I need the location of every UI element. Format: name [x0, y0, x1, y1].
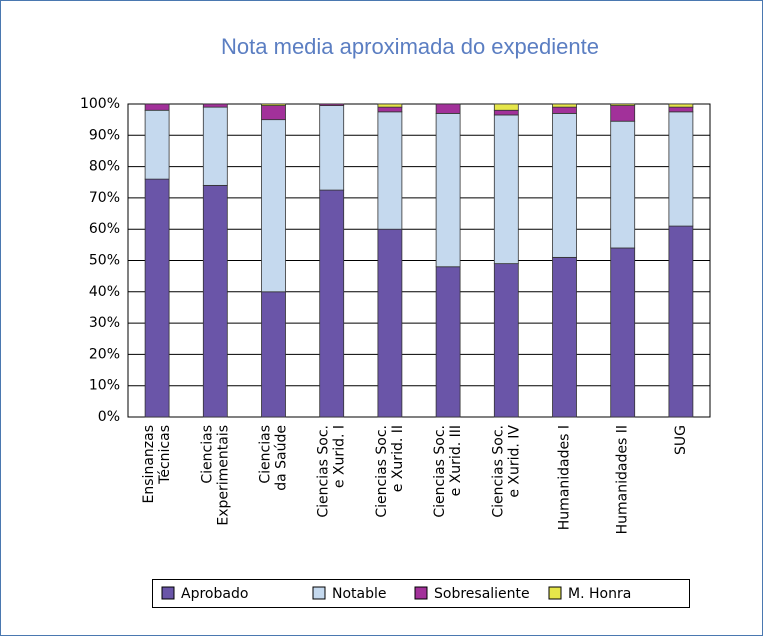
y-tick-label: 30%: [89, 315, 120, 331]
bar-segment: [552, 103, 577, 108]
bar-segment: [552, 106, 577, 114]
x-tick-label: EnsinanzasTécnicas: [141, 425, 173, 503]
x-tick-label: Ciencias Soc.e Xurid. IV: [490, 425, 522, 518]
x-tick-label: Ciencias Soc.e Xurid. I: [316, 425, 348, 518]
bar-segment: [319, 103, 345, 106]
bar-segment: [377, 111, 403, 230]
y-tick-label: 70%: [89, 190, 120, 206]
y-tick-label: 100%: [80, 96, 120, 112]
legend-swatch: [161, 586, 175, 600]
bar-segment: [261, 119, 286, 293]
legend-swatch: [548, 586, 562, 600]
bar-segment: [202, 103, 228, 108]
legend-label: M. Honra: [568, 586, 631, 602]
x-tick-label: Cienciasda Saúde: [258, 425, 290, 491]
bar-segment: [610, 105, 636, 122]
x-tick-label: CienciasExperimentais: [199, 425, 231, 526]
bar-segment: [261, 105, 286, 121]
bar-segment: [144, 103, 170, 111]
legend-swatch: [312, 586, 326, 600]
bar-segment: [552, 112, 577, 258]
plot-frame: [127, 103, 711, 418]
chart-title: Nota media aproximada do expediente: [221, 34, 599, 59]
bar-segment: [261, 103, 286, 106]
legend-swatch: [414, 586, 428, 600]
bar-segment: [435, 103, 461, 114]
y-tick-label: 10%: [89, 378, 120, 394]
y-tick-label: 90%: [89, 127, 120, 143]
bar-segment: [435, 266, 461, 418]
legend-label: Notable: [332, 586, 387, 602]
y-tick-label: 40%: [89, 284, 120, 300]
bar-segment: [552, 256, 577, 418]
legend-label: Aprobado: [181, 586, 248, 602]
bar-segment: [610, 103, 636, 106]
x-tick-label: Ciencias Soc.e Xurid. III: [432, 425, 464, 518]
bar-segment: [377, 228, 403, 418]
bar-segment: [610, 120, 636, 249]
bar-segment: [202, 106, 228, 186]
bar-segment: [144, 109, 170, 180]
x-tick-label: Ciencias Soc.e Xurid. II: [374, 425, 406, 518]
y-tick-label: 80%: [89, 159, 120, 175]
y-tick-label: 0%: [98, 409, 120, 425]
legend-label: Sobresaliente: [434, 586, 530, 602]
bar-segment: [377, 106, 403, 113]
y-tick-label: 20%: [89, 346, 120, 362]
bar-segment: [493, 103, 519, 111]
x-tick-label: Humanidades I: [557, 425, 573, 530]
y-tick-label: 60%: [89, 221, 120, 237]
bar-segment: [493, 263, 519, 418]
bar-segment: [435, 112, 461, 268]
y-tick-label: 50%: [89, 253, 120, 269]
bar-segment: [493, 114, 519, 265]
bar-segment: [319, 189, 345, 418]
bar-segment: [668, 103, 694, 108]
bar-segment: [668, 106, 694, 113]
bar-segment: [319, 105, 345, 191]
bar-segment: [668, 225, 694, 418]
bar-segment: [261, 291, 286, 418]
bar-segment: [144, 178, 170, 418]
bar-segment: [377, 103, 403, 108]
bar-segment: [493, 109, 519, 116]
bar-segment: [668, 111, 694, 227]
bar-segment: [202, 184, 228, 418]
x-tick-label: SUG: [673, 425, 689, 455]
x-tick-label: Humanidades II: [615, 425, 631, 534]
bar-segment: [610, 247, 636, 418]
